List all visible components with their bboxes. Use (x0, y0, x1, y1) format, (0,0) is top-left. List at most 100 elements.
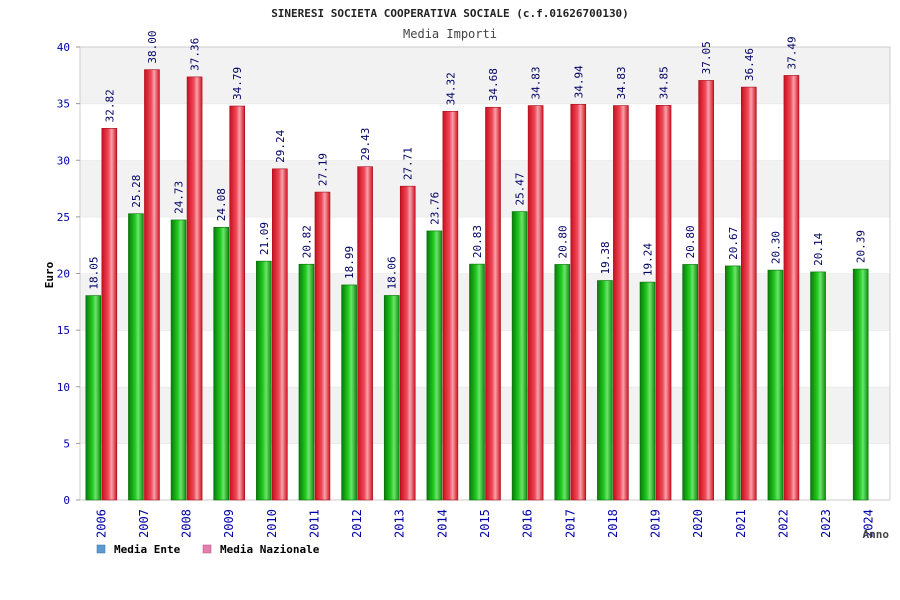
y-tick-label: 10 (57, 381, 70, 394)
bar-media-ente (213, 226, 230, 501)
bar-media-nazionale (186, 76, 203, 501)
y-axis-label: Euro (43, 261, 56, 288)
value-label-nazionale: 37.05 (700, 41, 713, 74)
bar-media-nazionale (655, 105, 672, 501)
x-tick-label: 2021 (734, 509, 748, 538)
x-axis-label: Anno (863, 528, 890, 541)
value-label-ente: 23.76 (428, 192, 441, 225)
x-tick-label: 2011 (307, 509, 321, 538)
bar-media-nazionale (314, 191, 331, 501)
x-tick-label: 2013 (393, 509, 407, 538)
value-label-ente: 25.28 (130, 175, 143, 208)
value-label-ente: 20.67 (727, 227, 740, 260)
bar-media-nazionale (783, 75, 800, 501)
value-label-nazionale: 37.36 (189, 38, 202, 71)
value-label-nazionale: 29.43 (359, 128, 372, 161)
value-label-ente: 18.99 (343, 246, 356, 279)
x-tick-label: 2017 (563, 509, 577, 538)
legend-swatch-ente (96, 544, 106, 554)
value-label-nazionale: 34.85 (658, 66, 671, 99)
bar-media-ente (128, 213, 144, 501)
plot-area: 0 5 10 15 20 25 30 35 40 18.05 32.82 2006 25.28 38.00… (57, 31, 891, 538)
x-tick-label: 2007 (137, 509, 151, 538)
value-label-nazionale: 34.83 (615, 66, 628, 99)
y-tick-label: 25 (57, 211, 70, 224)
y-tick-label: 0 (63, 494, 70, 507)
value-label-nazionale: 38.00 (146, 31, 159, 64)
value-label-nazionale: 27.71 (402, 147, 415, 180)
bar-media-nazionale (144, 69, 160, 501)
chart-title: SINERESI SOCIETA COOPERATIVA SOCIALE (c.… (271, 7, 629, 20)
x-tick-label: 2012 (350, 509, 364, 538)
value-label-nazionale: 34.94 (572, 65, 585, 98)
value-label-ente: 20.83 (471, 225, 484, 258)
y-tick-label: 30 (57, 154, 70, 167)
bar-media-ente (85, 295, 102, 501)
legend: Media Ente Media Nazionale (96, 543, 320, 556)
x-tick-label: 2015 (478, 509, 492, 538)
bar-media-ente (767, 269, 784, 501)
y-tick-label: 5 (63, 437, 70, 450)
x-tick-label: 2008 (180, 509, 194, 538)
bar-media-ente (554, 264, 571, 501)
bar-media-nazionale (101, 128, 118, 501)
legend-swatch-nazionale (202, 544, 212, 554)
bar-media-ente (852, 268, 869, 501)
y-tick-label: 20 (57, 268, 70, 281)
value-label-nazionale: 36.46 (743, 48, 756, 81)
bar-media-nazionale (527, 105, 544, 501)
value-label-ente: 25.47 (514, 172, 527, 205)
bar-media-ente (597, 280, 613, 501)
value-label-ente: 20.82 (300, 225, 313, 258)
value-label-ente: 21.09 (258, 222, 271, 255)
value-label-ente: 18.06 (386, 256, 399, 289)
x-tick-label: 2009 (222, 509, 236, 538)
value-label-ente: 20.39 (855, 230, 868, 263)
x-tick-label: 2019 (649, 509, 663, 538)
x-tick-label: 2010 (265, 509, 279, 538)
bar-media-nazionale (613, 105, 629, 501)
legend-label-ente: Media Ente (114, 543, 181, 556)
value-label-nazionale: 34.68 (487, 68, 500, 101)
value-label-ente: 24.73 (173, 181, 186, 214)
bar-media-nazionale (357, 166, 373, 501)
bar-media-nazionale (485, 106, 501, 501)
value-label-nazionale: 34.83 (530, 66, 543, 99)
bar-media-ente (682, 264, 698, 501)
x-tick-label: 2006 (94, 509, 108, 538)
bar-media-nazionale (399, 185, 416, 501)
bar-media-nazionale (229, 105, 246, 501)
value-label-nazionale: 34.32 (444, 72, 457, 105)
bar-media-nazionale (442, 111, 459, 501)
value-label-ente: 19.38 (599, 241, 612, 274)
bar-media-nazionale (570, 104, 587, 501)
value-label-nazionale: 37.49 (785, 36, 798, 69)
bar-media-nazionale (740, 86, 757, 501)
bar-media-ente (810, 271, 826, 501)
bar-media-ente (170, 219, 187, 501)
bar-media-ente (383, 295, 400, 501)
x-tick-label: 2024 (862, 509, 876, 538)
value-label-ente: 24.08 (215, 188, 228, 221)
value-label-nazionale: 32.82 (103, 89, 116, 122)
x-tick-label: 2018 (606, 509, 620, 538)
bar-media-ente (469, 263, 485, 501)
value-label-nazionale: 34.79 (231, 67, 244, 100)
bar-media-ente (298, 263, 315, 501)
value-label-ente: 20.80 (556, 225, 569, 258)
y-tick-label: 15 (57, 324, 70, 337)
bar-media-ente (511, 211, 528, 501)
value-label-ente: 20.14 (812, 232, 825, 265)
x-tick-label: 2023 (819, 509, 833, 538)
chart-subtitle: Media Importi (403, 27, 497, 41)
x-tick-label: 2014 (435, 509, 449, 538)
bar-media-ente (426, 230, 443, 501)
value-label-ente: 19.24 (642, 243, 655, 276)
x-tick-label: 2022 (776, 509, 790, 538)
bar-media-nazionale (272, 168, 288, 501)
value-label-nazionale: 29.24 (274, 129, 287, 162)
x-tick-label: 2016 (521, 509, 535, 538)
y-tick-label: 40 (57, 41, 70, 54)
bar-media-ente (341, 284, 357, 501)
